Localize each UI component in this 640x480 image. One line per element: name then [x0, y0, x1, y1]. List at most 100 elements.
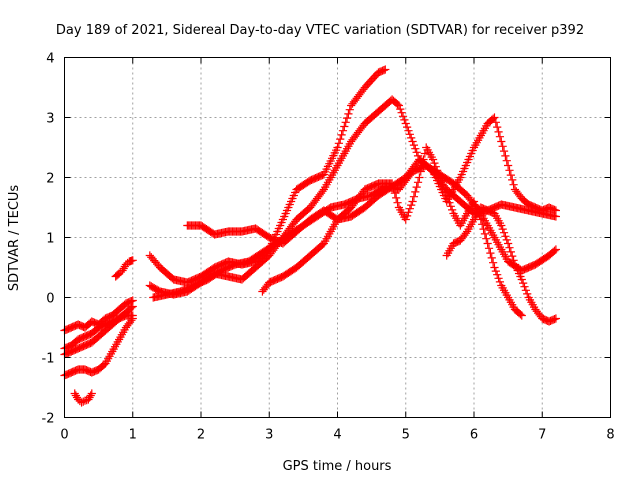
data-point [489, 258, 498, 267]
data-point [517, 275, 526, 284]
data-point [550, 246, 559, 255]
data-point [487, 253, 496, 262]
data-point [457, 170, 466, 179]
data-point [497, 221, 506, 230]
y-tick-label: 2 [46, 172, 54, 187]
data-point [499, 228, 509, 237]
data-point [480, 229, 490, 238]
data-point [499, 147, 509, 156]
data-point [509, 256, 518, 265]
data-point [516, 272, 525, 281]
x-tick-label: 5 [402, 428, 410, 443]
data-point [419, 155, 428, 164]
data-point [517, 311, 526, 320]
data-point [468, 146, 477, 155]
data-point [412, 183, 421, 192]
data-point [501, 232, 510, 241]
data-point [74, 395, 83, 404]
data-point [278, 215, 287, 224]
data-point [498, 225, 507, 234]
data-point [521, 286, 530, 295]
data-point [479, 225, 488, 234]
data-point [513, 266, 522, 275]
data-point [490, 113, 499, 122]
data-point [415, 173, 424, 182]
data-point [482, 234, 491, 243]
data-point [494, 274, 503, 283]
data-point [441, 187, 450, 196]
x-axis-label: GPS time / hours [283, 459, 392, 474]
axis-ticks: 0 1 2 3 4 5 6 7 8 -2 -1 0 1 2 3 4 [42, 52, 615, 443]
data-point [128, 256, 137, 265]
data-point [469, 197, 479, 206]
data-point [505, 243, 514, 252]
data-point [501, 151, 510, 160]
y-tick-label: 0 [46, 292, 54, 307]
data-point [392, 193, 401, 202]
data-point [409, 141, 419, 150]
data-point [403, 123, 412, 132]
data-point [483, 239, 492, 248]
data-point [338, 126, 348, 135]
data-point [431, 162, 440, 171]
data-point [284, 203, 293, 212]
data-point [401, 119, 410, 128]
x-tick-label: 7 [538, 428, 546, 443]
data-point [336, 135, 345, 144]
data-point [495, 132, 505, 141]
data-point [403, 211, 412, 220]
data-point [442, 191, 451, 200]
data-point [439, 184, 449, 193]
data-point [438, 180, 447, 189]
data-point [504, 161, 513, 170]
data-point [551, 245, 560, 254]
data-point [493, 123, 502, 132]
data-point [408, 137, 417, 146]
data-point [445, 198, 454, 207]
data-point [398, 112, 408, 121]
data-point [510, 260, 520, 269]
y-tick-label: 1 [46, 232, 54, 247]
data-point [435, 173, 444, 182]
data-point [502, 156, 511, 165]
data-point [273, 227, 282, 236]
data-point [393, 198, 402, 207]
x-tick-label: 1 [129, 428, 137, 443]
series-12 [442, 203, 560, 326]
data-point [428, 155, 438, 164]
y-tick-label: -1 [42, 352, 55, 367]
data-point [446, 202, 455, 211]
series-6 [111, 256, 137, 281]
data-point [87, 389, 96, 398]
data-point [400, 115, 409, 124]
x-tick-label: 4 [333, 428, 341, 443]
data-point [490, 263, 499, 272]
data-point [333, 143, 342, 152]
data-point [465, 152, 475, 161]
data-point [484, 244, 494, 253]
data-point [506, 171, 515, 180]
data-point [443, 195, 453, 204]
data-point [408, 197, 417, 206]
y-tick-label: 3 [46, 112, 54, 127]
data-point [394, 101, 404, 110]
data-point [519, 279, 528, 288]
data-point [411, 187, 420, 196]
data-point [276, 221, 285, 230]
data-point [418, 161, 427, 170]
y-tick-label: -2 [42, 412, 55, 427]
x-tick-label: 0 [60, 428, 68, 443]
data-point [463, 158, 472, 167]
series-11 [258, 143, 526, 320]
data-point [508, 252, 517, 261]
data-point [277, 218, 286, 227]
data-point [464, 155, 473, 164]
data-point [344, 109, 353, 118]
data-point [456, 173, 465, 182]
data-point [409, 192, 419, 201]
series-4 [60, 314, 137, 380]
data-point [497, 137, 506, 146]
data-point [491, 267, 500, 276]
data-point [289, 191, 298, 200]
